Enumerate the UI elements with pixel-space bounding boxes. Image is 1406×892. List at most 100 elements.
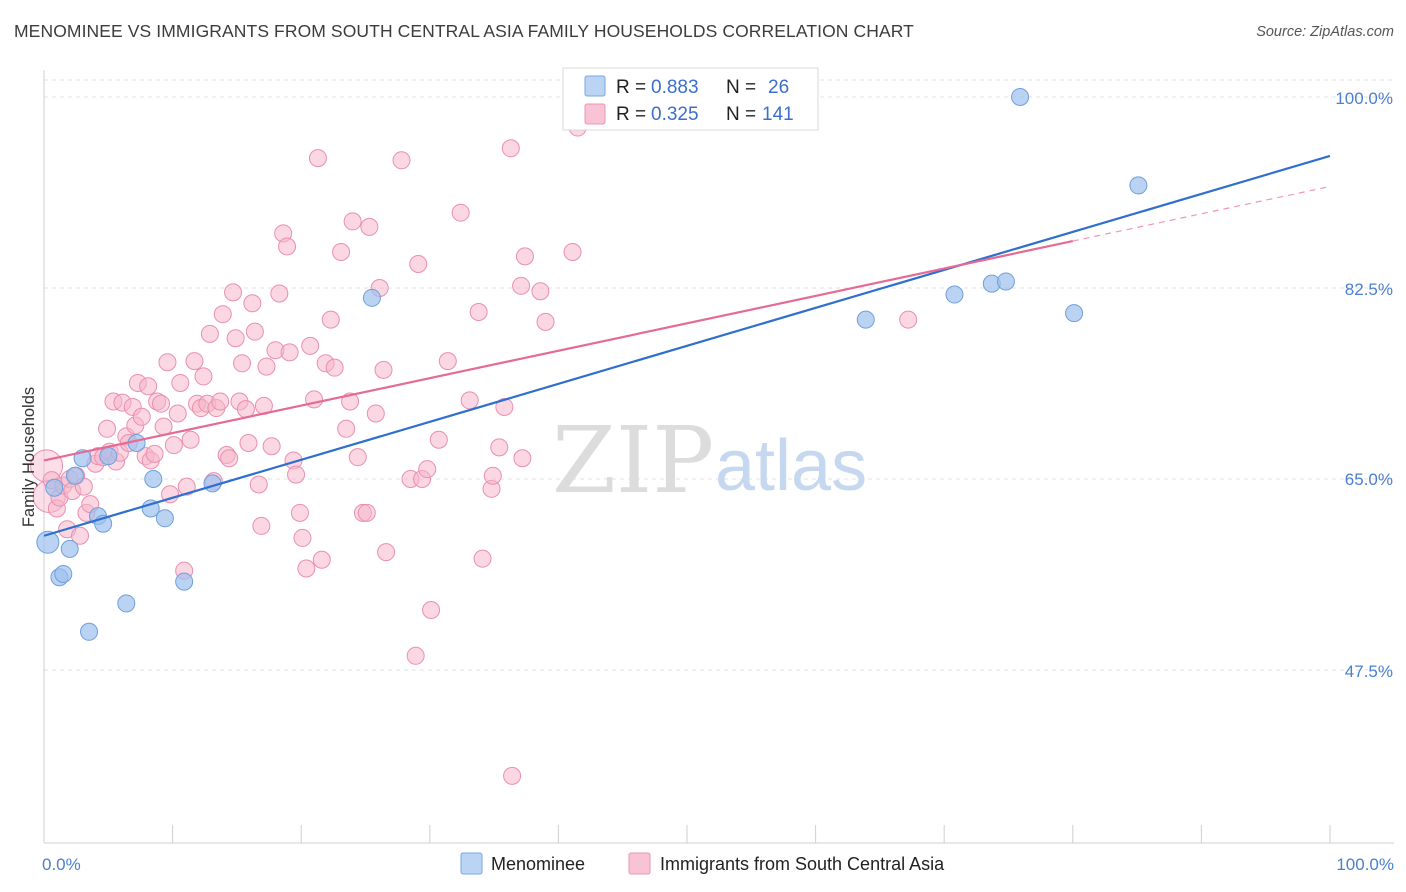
immigrants-point [422, 600, 441, 619]
immigrants-point [490, 438, 509, 457]
immigrants-point [239, 433, 258, 452]
series-menominee-points [36, 88, 1148, 641]
x-tick-label-0: 0.0% [42, 855, 81, 874]
immigrants-point [899, 310, 918, 329]
immigrants-point [438, 352, 457, 371]
immigrants-point [185, 352, 204, 371]
menominee-point [99, 447, 118, 466]
immigrants-point [220, 449, 239, 468]
legend-swatch-immigrants [584, 103, 606, 125]
immigrants-point [249, 475, 268, 494]
immigrants-point [194, 367, 213, 386]
x-ticks [43, 825, 1331, 843]
immigrants-point [290, 503, 309, 522]
immigrants-point [308, 149, 327, 168]
bottom-legend-swatch-menominee [460, 852, 483, 875]
menominee-point [1065, 304, 1084, 323]
immigrants-point [252, 516, 271, 535]
immigrants-point [357, 503, 376, 522]
legend-n-value-1: 26 [768, 77, 789, 98]
grid [44, 79, 1394, 671]
immigrants-point [71, 526, 90, 545]
series-legend: Menominee Immigrants from South Central … [460, 852, 945, 875]
y-tick-label-65: 65.0% [1345, 470, 1393, 489]
immigrants-point [171, 373, 190, 392]
immigrants-point [332, 242, 351, 261]
watermark-atlas: atlas [715, 426, 867, 506]
source-credit: Source: ZipAtlas.com [1256, 24, 1394, 40]
immigrants-point [512, 276, 531, 295]
menominee-point [54, 564, 73, 583]
immigrants-point [305, 390, 324, 409]
legend-r-value-2: 0.325 [651, 104, 699, 125]
menominee-point [856, 310, 875, 329]
legend-n-label-2: N = [726, 104, 761, 125]
immigrants-point [374, 360, 393, 379]
immigrants-point [243, 294, 262, 313]
immigrants-point [392, 151, 411, 170]
menominee-point [144, 470, 163, 488]
immigrants-point [473, 549, 492, 568]
legend-r-label-1: R = [616, 77, 651, 98]
immigrants-point [515, 247, 534, 266]
immigrants-point [233, 354, 252, 373]
immigrants-point [418, 460, 437, 479]
immigrants-point [224, 283, 243, 302]
immigrants-point [301, 336, 320, 355]
menominee-point [45, 478, 64, 497]
immigrants-point [278, 237, 297, 256]
immigrants-point [406, 646, 425, 665]
menominee-point [945, 285, 964, 304]
menominee-point [362, 288, 381, 307]
axes [43, 70, 1394, 844]
legend-n-label-1: N = [726, 77, 761, 98]
chart-title: MENOMINEE VS IMMIGRANTS FROM SOUTH CENTR… [14, 21, 914, 41]
menominee-point [65, 466, 84, 485]
immigrants-point [168, 404, 187, 423]
menominee-point [36, 530, 60, 554]
immigrants-point [501, 139, 520, 158]
immigrants-point [158, 353, 177, 372]
immigrants-point [451, 203, 470, 222]
immigrants-point [270, 284, 289, 303]
menominee-point [175, 572, 194, 591]
menominee-point [1129, 176, 1148, 195]
menominee-point [1011, 88, 1030, 106]
correlation-legend: R = 0.883 N = 26 R = 0.325 N = 141 [562, 67, 819, 131]
bottom-legend-label-immigrants: Immigrants from South Central Asia [660, 854, 945, 874]
x-tick-label-100: 100.0% [1336, 855, 1394, 874]
bottom-legend-swatch-immigrants [628, 852, 651, 875]
menominee-point [141, 499, 160, 518]
menominee-point [155, 509, 174, 528]
legend-r-value-1: 0.883 [651, 77, 699, 98]
immigrants-trendline [43, 239, 1074, 462]
immigrants-point [325, 358, 344, 377]
immigrants-point [161, 485, 180, 504]
immigrants-point [164, 436, 183, 455]
trendlines [43, 154, 1331, 537]
immigrants-point [341, 392, 360, 411]
immigrants-point [280, 343, 299, 362]
immigrants-point [287, 465, 306, 484]
immigrants-point [343, 212, 362, 231]
immigrants-point [132, 407, 151, 426]
immigrants-point [262, 437, 281, 456]
immigrants-point [245, 322, 264, 341]
menominee-point [80, 622, 99, 641]
legend-n-value-2: 141 [762, 104, 794, 125]
menominee-point [60, 539, 79, 558]
immigrants-point [312, 550, 331, 569]
y-tick-labels: 100.0% 82.5% 65.0% 47.5% [1335, 89, 1393, 681]
immigrants-point [226, 329, 245, 348]
immigrants-point [98, 419, 117, 438]
immigrants-point [503, 766, 522, 785]
legend-r-label-2: R = [616, 104, 651, 125]
immigrants-point [366, 404, 385, 423]
immigrants-point [139, 377, 158, 396]
immigrants-point [483, 466, 502, 485]
immigrants-point [181, 430, 200, 449]
immigrants-point [536, 312, 555, 331]
immigrants-point [200, 324, 219, 343]
immigrants-point [513, 449, 532, 468]
immigrants-point [495, 397, 514, 416]
